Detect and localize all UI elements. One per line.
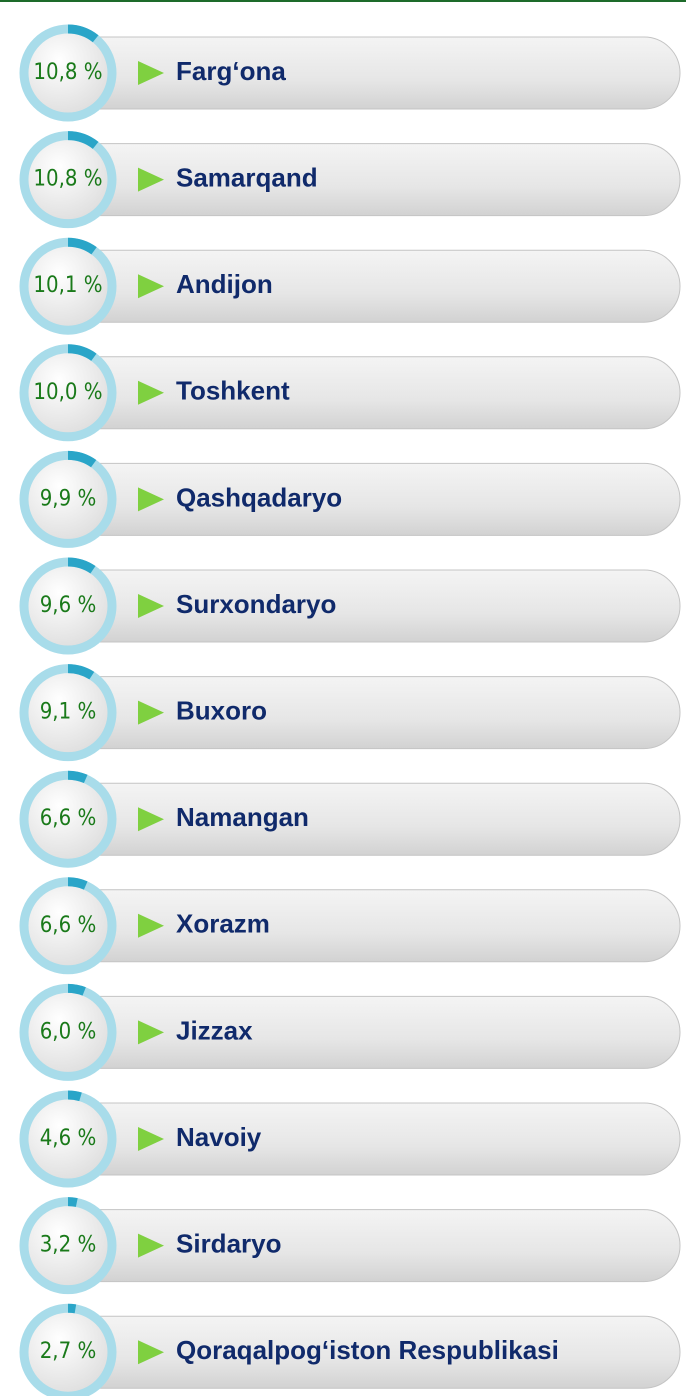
progress-arc	[67, 237, 97, 255]
play-icon	[138, 1340, 164, 1365]
region-name: Farg‘ona	[176, 56, 286, 86]
top-line	[0, 0, 686, 2]
progress-arc	[67, 557, 96, 574]
row-bar	[39, 143, 681, 217]
row-bar	[39, 569, 681, 643]
value-label: 10,0 %	[33, 380, 102, 405]
play-icon	[138, 1020, 164, 1045]
value-label: 2,7 %	[40, 1339, 97, 1364]
row-bar	[39, 889, 681, 963]
value-label: 3,2 %	[40, 1233, 97, 1258]
play-icon	[138, 807, 164, 832]
region-name: Qashqadaryo	[176, 482, 342, 512]
play-icon	[138, 1233, 164, 1258]
play-icon	[138, 913, 164, 938]
region-name: Toshkent	[176, 376, 290, 406]
row-bar	[39, 782, 681, 856]
progress-arc	[67, 1303, 77, 1314]
play-icon	[138, 274, 164, 299]
region-name: Jizzax	[176, 1015, 253, 1045]
progress-arc	[67, 344, 97, 361]
region-name: Sirdaryo	[176, 1228, 282, 1258]
play-icon	[138, 594, 164, 618]
value-label: 9,9 %	[40, 486, 97, 511]
progress-arc	[67, 450, 97, 468]
region-name: Buxoro	[176, 695, 267, 725]
progress-arc	[67, 1090, 82, 1102]
region-name: Xorazm	[176, 909, 270, 939]
progress-arc	[67, 24, 99, 43]
region-name: Navoiy	[176, 1122, 262, 1152]
value-label: 4,6 %	[40, 1126, 97, 1151]
row-bar	[39, 995, 681, 1069]
progress-arc	[67, 877, 88, 890]
region-name: Surxondaryo	[176, 589, 336, 619]
progress-arc	[67, 983, 86, 996]
progress-arc	[67, 1197, 78, 1207]
region-name: Samarqand	[176, 162, 318, 192]
play-icon	[138, 700, 164, 725]
value-label: 9,6 %	[40, 593, 97, 618]
play-icon	[138, 380, 164, 405]
row-bar	[39, 356, 681, 430]
progress-arc	[67, 664, 95, 680]
value-label: 9,1 %	[40, 700, 97, 725]
ring	[19, 237, 117, 335]
region-name: Qoraqalpog‘iston Respublikasi	[176, 1335, 559, 1365]
value-label: 10,1 %	[33, 273, 102, 298]
progress-arc	[67, 131, 99, 149]
play-icon	[138, 167, 164, 192]
row-bar	[39, 1209, 681, 1283]
play-icon	[138, 487, 164, 512]
value-label: 10,8 %	[33, 167, 102, 192]
play-icon	[138, 1127, 164, 1151]
progress-arc	[67, 770, 88, 784]
row-bar	[39, 676, 681, 750]
row-bar	[39, 462, 681, 536]
row-bar	[39, 1102, 681, 1176]
value-label: 10,8 %	[33, 60, 102, 85]
region-name: Namangan	[176, 802, 309, 832]
value-label: 6,6 %	[40, 913, 97, 938]
row-bar	[39, 249, 681, 323]
value-label: 6,0 %	[40, 1019, 97, 1044]
row-bar	[39, 36, 681, 110]
value-label: 6,6 %	[40, 806, 97, 831]
region-name: Andijon	[176, 269, 273, 299]
play-icon	[138, 61, 164, 85]
